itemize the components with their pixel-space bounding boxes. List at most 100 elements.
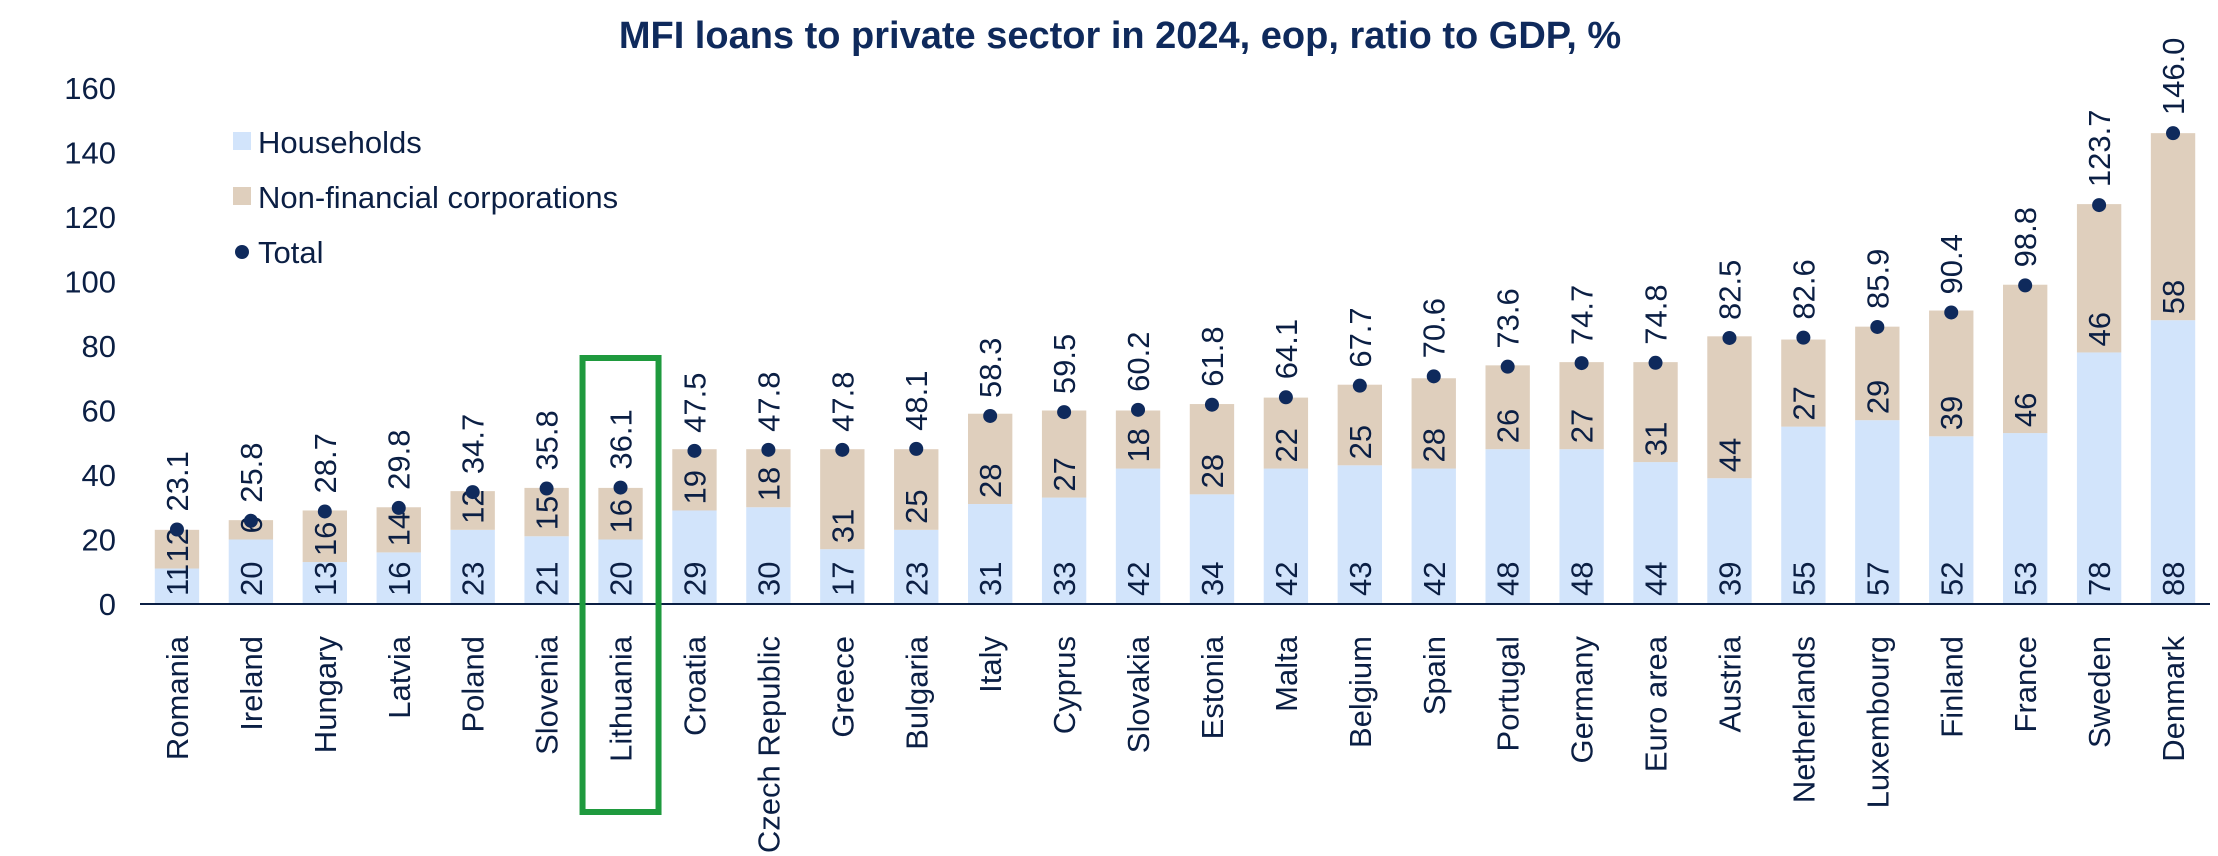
total-marker — [909, 441, 924, 456]
nfc-value-label: 46 — [2082, 312, 2117, 346]
households-value-label: 21 — [530, 562, 565, 596]
households-value-label: 43 — [1343, 562, 1378, 596]
nfc-value-label: 28 — [973, 464, 1008, 498]
bar-households — [450, 529, 495, 604]
total-marker — [1574, 356, 1589, 371]
nfc-value-label: 15 — [530, 496, 565, 530]
legend-non-financial-corporations-label: Non-financial corporations — [258, 180, 618, 215]
bar-non-financial-corporations — [524, 487, 569, 537]
x-tick-label: Spain — [1417, 636, 1452, 715]
bar-households — [1559, 449, 1604, 604]
x-tick-label: Cyprus — [1047, 636, 1082, 734]
nfc-value-label: 44 — [1712, 438, 1747, 472]
legend: Households Non-financial corporations Tota… — [233, 125, 618, 270]
total-marker — [1204, 397, 1219, 412]
total-value-label: 34.7 — [456, 414, 491, 474]
total-marker — [539, 481, 554, 496]
households-value-label: 52 — [1934, 562, 1969, 596]
y-tick-label: 160 — [64, 71, 116, 106]
y-axis: 0 20 40 60 80 100 120 140 160 — [64, 71, 116, 622]
x-tick-label: Czech Republic — [751, 636, 786, 853]
bar-non-financial-corporations — [820, 449, 865, 550]
bar-households — [2150, 320, 2196, 604]
nfc-value-label: 39 — [1934, 396, 1969, 430]
total-marker — [243, 513, 258, 528]
total-marker — [1722, 330, 1737, 345]
bar-households — [598, 539, 643, 604]
nfc-value-label: 22 — [1269, 428, 1304, 462]
total-value-label: 73.6 — [1491, 288, 1526, 348]
total-marker — [2018, 278, 2033, 293]
x-tick-label: Bulgaria — [899, 635, 934, 749]
total-marker — [1057, 405, 1072, 420]
households-value-label: 39 — [1712, 562, 1747, 596]
total-marker — [2092, 198, 2107, 213]
nfc-value-label: 58 — [2156, 280, 2191, 314]
bar-households — [820, 549, 865, 604]
nfc-value-label: 14 — [382, 512, 417, 546]
total-value-label: 23.1 — [160, 451, 195, 511]
legend-total-swatch — [235, 245, 249, 259]
bar-non-financial-corporations — [302, 510, 347, 563]
x-tick-label: Malta — [1269, 635, 1304, 712]
x-tick-label: Estonia — [1195, 635, 1230, 739]
y-tick-label: 0 — [99, 587, 116, 622]
total-value-label: 67.7 — [1343, 307, 1378, 367]
households-value-label: 23 — [899, 562, 934, 596]
x-tick-label: Finland — [1934, 636, 1969, 738]
y-tick-label: 100 — [64, 265, 116, 300]
total-value-label: 29.8 — [382, 430, 417, 490]
x-tick-label: Slovenia — [530, 635, 565, 755]
y-tick-label: 40 — [82, 458, 116, 493]
households-value-label: 42 — [1121, 562, 1156, 596]
nfc-value-label: 29 — [1860, 380, 1895, 414]
nfc-value-label: 16 — [308, 522, 343, 556]
nfc-value-label: 31 — [825, 509, 860, 543]
total-marker — [391, 500, 406, 515]
nfc-value-label: 16 — [604, 499, 639, 533]
total-marker — [687, 443, 702, 458]
total-marker — [835, 442, 850, 457]
total-marker — [317, 504, 332, 519]
bar-households — [228, 539, 274, 604]
nfc-value-label: 31 — [1639, 422, 1674, 456]
legend-households-swatch — [233, 132, 251, 150]
households-value-label: 44 — [1639, 562, 1674, 596]
x-tick-label: Belgium — [1343, 636, 1378, 748]
y-tick-label: 60 — [82, 394, 116, 429]
x-tick-label: Hungary — [308, 636, 343, 754]
nfc-value-label: 46 — [2008, 393, 2043, 427]
bar-non-financial-corporations — [1781, 339, 1826, 427]
bar-non-financial-corporations — [1411, 378, 1456, 469]
x-tick-label: Denmark — [2156, 636, 2191, 762]
bar-non-financial-corporations — [672, 449, 717, 511]
households-value-label: 55 — [1786, 562, 1821, 596]
x-tick-label: Lithuania — [604, 635, 639, 762]
households-value-label: 31 — [973, 562, 1008, 596]
households-value-label: 13 — [308, 562, 343, 596]
bar-households — [1929, 436, 1974, 604]
bar-households — [1781, 426, 1826, 604]
total-value-label: 59.5 — [1047, 334, 1082, 394]
households-value-label: 48 — [1491, 562, 1526, 596]
bar-non-financial-corporations — [968, 413, 1013, 505]
bar-households — [1633, 462, 1678, 604]
nfc-value-label: 27 — [1786, 386, 1821, 420]
y-tick-label: 20 — [82, 523, 116, 558]
households-value-label: 42 — [1417, 562, 1452, 596]
x-tick-label: Croatia — [677, 635, 712, 736]
bar-households — [1707, 478, 1752, 604]
bar-non-financial-corporations — [1929, 310, 1974, 437]
households-value-label: 20 — [234, 562, 269, 596]
legend-households-label: Households — [258, 125, 422, 160]
highlight-layer — [579, 355, 662, 815]
total-value-label: 70.6 — [1417, 298, 1452, 358]
total-marker — [169, 522, 184, 537]
total-value-label: 60.2 — [1121, 332, 1156, 392]
legend-non-financial-corporations-swatch — [233, 187, 251, 205]
households-value-label: 42 — [1269, 562, 1304, 596]
total-value-label: 82.6 — [1786, 259, 1821, 319]
x-tick-label: Austria — [1712, 635, 1747, 732]
x-tick-label: Romania — [160, 635, 195, 760]
